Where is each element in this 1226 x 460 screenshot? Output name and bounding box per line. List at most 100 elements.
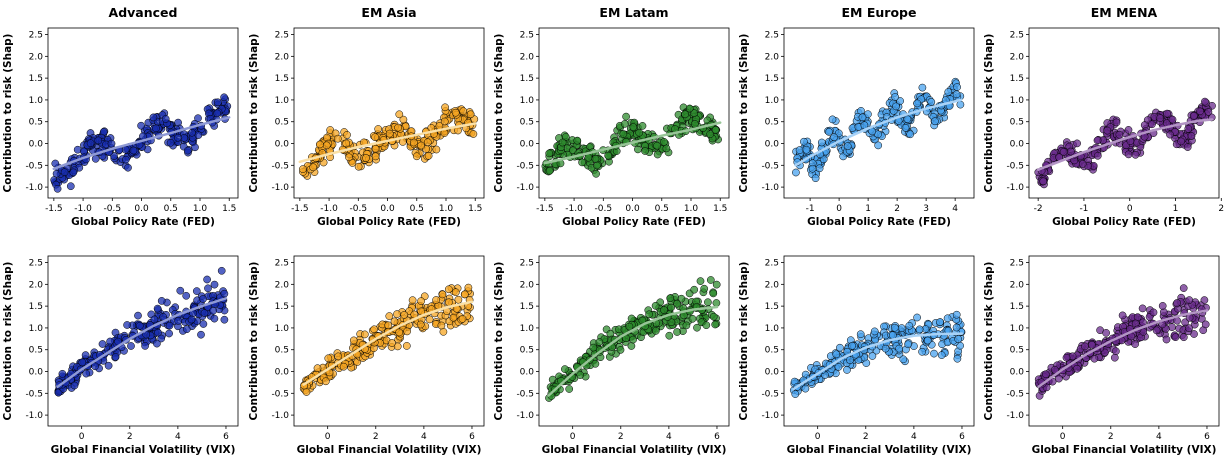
scatter-point: [696, 277, 705, 285]
scatter-point: [204, 284, 212, 293]
y-tick-label: 0.0: [275, 368, 290, 378]
y-tick-label: 0.5: [520, 118, 534, 128]
x-axis-label: Global Policy Rate (FED): [317, 216, 461, 228]
x-tick-label: 0: [1127, 204, 1133, 214]
scatter-point: [174, 317, 183, 325]
x-axis-label: Global Policy Rate (FED): [807, 216, 951, 228]
y-tick-label: 1.0: [765, 324, 780, 334]
x-axis-label: Global Financial Volatility (VIX): [297, 444, 482, 456]
trend-line: [298, 122, 477, 164]
scatter-point: [1177, 137, 1185, 146]
axes-frame: [47, 255, 239, 427]
scatter-point: [121, 155, 130, 164]
x-tick-label: -1.0: [565, 204, 583, 214]
scatter-point: [1124, 126, 1133, 134]
scatter-point: [595, 338, 604, 346]
scatter-point: [953, 354, 962, 363]
scatter-point: [952, 310, 961, 319]
y-tick-label: 2.5: [29, 31, 43, 41]
scatter-point: [868, 352, 877, 360]
scatter-point: [1115, 130, 1124, 139]
scatter-point: [1179, 333, 1188, 342]
scatter-point: [445, 298, 453, 307]
scatter-point: [890, 323, 899, 332]
scatter-point: [1187, 132, 1196, 140]
scatter-point: [1162, 335, 1171, 344]
scatter-point: [952, 90, 961, 99]
scatter-point: [134, 311, 142, 320]
scatter-point: [801, 384, 810, 393]
scatter-point: [690, 285, 699, 294]
scatter-point: [918, 347, 926, 356]
scatter-point: [451, 288, 460, 297]
scatter-point: [81, 351, 90, 359]
scatter-point: [438, 290, 447, 299]
x-tick-label: -2: [1034, 204, 1043, 214]
scatter-point: [918, 83, 927, 92]
scatter-points: [50, 93, 232, 193]
y-tick-label: 2.5: [1010, 259, 1024, 269]
scatter-point: [1173, 299, 1181, 307]
scatter-points: [541, 103, 722, 178]
scatter-points: [545, 276, 721, 402]
scatter-point: [437, 321, 446, 330]
scatter-point: [943, 314, 952, 323]
scatter-point: [309, 163, 318, 172]
scatter-point: [182, 291, 191, 300]
y-tick-label: 0.5: [275, 118, 289, 128]
y-tick-label: 2.0: [275, 52, 290, 62]
scatter-point: [1050, 365, 1059, 374]
scatter-point: [836, 343, 844, 352]
scatter-point: [1073, 139, 1081, 148]
scatter-point: [153, 304, 162, 313]
scatter-point: [220, 289, 229, 298]
y-axis-label: Contribution to risk (Shap): [493, 34, 505, 193]
panel-title: EM MENA: [1091, 5, 1158, 20]
y-tick-label: -0.5: [271, 161, 289, 171]
y-tick-label: 0.0: [1010, 368, 1025, 378]
scatter-point: [213, 98, 222, 107]
y-tick-label: 2.0: [1010, 52, 1025, 62]
scatter-point: [667, 303, 675, 312]
scatter-point: [1201, 320, 1210, 329]
scatter-point: [395, 110, 404, 119]
scatter-point: [1200, 296, 1209, 304]
scatter-point: [558, 138, 567, 147]
scatter-point: [384, 321, 393, 330]
scatter-point: [1081, 342, 1089, 351]
panel-title: EM Asia: [361, 5, 416, 20]
scatter-point: [802, 145, 811, 154]
scatter-point: [441, 103, 449, 112]
scatter-point: [165, 329, 173, 338]
scatter-point: [157, 297, 166, 305]
scatter-point: [174, 133, 182, 142]
axes-frame: [1028, 255, 1220, 427]
x-axis-label: Global Financial Volatility (VIX): [542, 444, 727, 456]
scatter-point: [123, 321, 131, 329]
scatter-point: [165, 321, 174, 330]
panel-r1-c4: -1.0 -0.5 0.0 0.5 1.0 1.5 2.0 2.5 0 2 4 6 Global Fin…: [983, 255, 1220, 456]
y-tick-label: 0.5: [765, 118, 779, 128]
x-tick-label: 6: [959, 432, 965, 442]
y-tick-label: 0.0: [29, 140, 44, 150]
scatter-point: [956, 100, 965, 109]
scatter-point: [896, 97, 904, 105]
x-tick-label: 1.0: [684, 204, 699, 214]
scatter-point: [176, 286, 185, 295]
scatter-point: [1088, 341, 1096, 349]
axes-frame: [538, 255, 730, 427]
trend-line: [52, 116, 231, 171]
y-tick-label: 2.0: [520, 280, 535, 290]
scatter-point: [98, 340, 107, 348]
scatter-point: [1189, 112, 1198, 120]
x-tick-label: 0.0: [134, 204, 149, 214]
scatter-point: [874, 141, 883, 150]
scatter-point: [412, 152, 421, 161]
y-tick-label: 2.5: [765, 259, 779, 269]
scatter-point: [385, 312, 394, 320]
scatter-point: [124, 163, 132, 172]
scatter-point: [625, 322, 634, 331]
scatter-point: [440, 117, 449, 126]
scatter-point: [561, 365, 569, 373]
scatter-point: [220, 315, 229, 324]
